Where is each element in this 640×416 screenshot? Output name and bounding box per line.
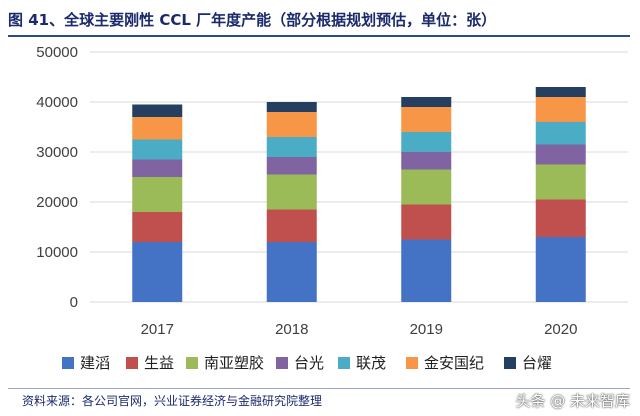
bar-segment xyxy=(266,157,317,175)
bar-segment xyxy=(266,102,317,112)
legend-label: 南亚塑胶 xyxy=(204,354,264,372)
legend-swatch xyxy=(62,357,74,369)
legend-swatch xyxy=(126,357,138,369)
legend: 建滔 生益 南亚塑胶 台光 联茂 金安国纪 台燿 xyxy=(62,354,552,372)
x-tick-label: 2018 xyxy=(275,321,308,338)
bar-segment xyxy=(401,132,452,152)
legend-swatch xyxy=(338,357,350,369)
bar-segment xyxy=(535,199,586,237)
bar-segment xyxy=(132,212,183,242)
y-tick-label: 0 xyxy=(70,294,78,311)
title-rule xyxy=(8,35,630,37)
y-axis-ticks: 0 10000 20000 30000 40000 50000 xyxy=(36,44,78,311)
bar-segment xyxy=(535,87,586,97)
legend-label: 台光 xyxy=(294,354,324,372)
x-tick-label: 2020 xyxy=(544,321,577,338)
legend-label: 生益 xyxy=(144,354,174,372)
bar-segment xyxy=(535,122,586,145)
bar-segment xyxy=(266,209,317,242)
watermark: 头条 @ 未来智库 xyxy=(515,392,630,410)
bar-segment xyxy=(535,144,586,165)
title-bar: 图 41、全球主要刚性 CCL 厂年度产能（部分根据规划预估，单位：张） xyxy=(0,0,640,38)
bar-segment xyxy=(401,239,452,302)
source-note: 资料来源：各公司官网，兴业证券经济与金融研究院整理 xyxy=(22,394,323,408)
legend-label: 建滔 xyxy=(80,354,110,372)
bar-segment xyxy=(132,242,183,302)
legend-swatch xyxy=(276,357,288,369)
bar-segment xyxy=(132,177,183,212)
bar-segment xyxy=(535,164,586,200)
bar-segment xyxy=(401,204,452,240)
bar-segment xyxy=(535,237,586,302)
legend-label: 金安国纪 xyxy=(424,354,484,372)
figure-title: 图 41、全球主要刚性 CCL 厂年度产能（部分根据规划预估，单位：张） xyxy=(8,11,497,29)
legend-swatch xyxy=(504,357,516,369)
bar-segment xyxy=(401,152,452,170)
bar-segment xyxy=(401,97,452,107)
y-tick-label: 30000 xyxy=(36,144,78,161)
y-tick-label: 50000 xyxy=(36,44,78,61)
bar-segment xyxy=(401,169,452,205)
bar-segment xyxy=(535,97,586,122)
legend-label: 台燿 xyxy=(522,354,552,372)
bar-segment xyxy=(132,104,183,117)
y-tick-label: 10000 xyxy=(36,244,78,261)
y-tick-label: 40000 xyxy=(36,94,78,111)
bar-segment xyxy=(401,107,452,132)
bar-segment xyxy=(266,174,317,210)
bar-segment xyxy=(266,137,317,157)
bar-segment xyxy=(132,159,183,177)
legend-label: 联茂 xyxy=(356,354,386,372)
legend-swatch xyxy=(186,357,198,369)
legend-swatch xyxy=(406,357,418,369)
bar-segment xyxy=(132,117,183,140)
x-tick-label: 2019 xyxy=(410,321,443,338)
bar-segment xyxy=(266,242,317,302)
footer-rule xyxy=(8,388,630,389)
x-tick-label: 2017 xyxy=(141,321,174,338)
bar-segment xyxy=(266,112,317,137)
bar-segment xyxy=(132,139,183,160)
x-axis-ticks: 2017 2018 2019 2020 xyxy=(141,321,578,338)
y-tick-label: 20000 xyxy=(36,194,78,211)
bars xyxy=(132,87,586,302)
